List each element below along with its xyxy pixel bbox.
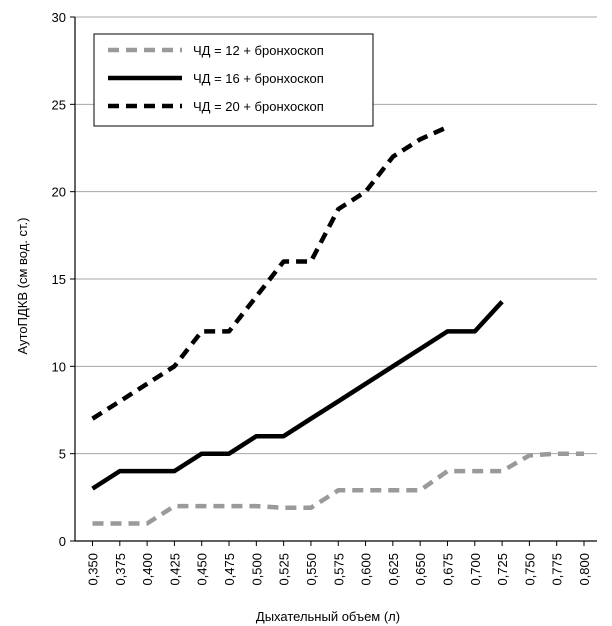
x-tick-label: 0,350 bbox=[86, 553, 101, 586]
legend-label: ЧД = 12 + бронхоскоп bbox=[193, 43, 324, 58]
x-axis-title: Дыхательный объем (л) bbox=[256, 609, 400, 624]
y-tick-label: 0 bbox=[59, 534, 66, 549]
x-tick-label: 0,500 bbox=[249, 553, 264, 586]
axes bbox=[70, 16, 597, 546]
x-tick-label: 0,625 bbox=[386, 553, 401, 586]
y-tick-label: 20 bbox=[52, 185, 66, 200]
x-tick-label: 0,400 bbox=[140, 553, 155, 586]
x-tick-label: 0,700 bbox=[468, 553, 483, 586]
x-tick-label: 0,775 bbox=[550, 553, 565, 586]
x-tick-label: 0,725 bbox=[495, 553, 510, 586]
y-tick-label: 30 bbox=[52, 10, 66, 25]
x-tick-label: 0,525 bbox=[277, 553, 292, 586]
y-tick-labels: 0 5 10 15 20 25 30 bbox=[52, 10, 66, 549]
x-tick-label: 0,375 bbox=[113, 553, 128, 586]
legend-label: ЧД = 16 + бронхоскоп bbox=[193, 71, 324, 86]
x-tick-label: 0,675 bbox=[440, 553, 455, 586]
x-tick-label: 0,425 bbox=[167, 553, 182, 586]
series-line-1 bbox=[92, 451, 584, 526]
x-tick-label: 0,750 bbox=[522, 553, 537, 586]
x-tick-label: 0,600 bbox=[359, 553, 374, 586]
series-lines bbox=[91, 124, 584, 526]
y-tick-label: 5 bbox=[59, 447, 66, 462]
y-tick-label: 10 bbox=[52, 359, 66, 374]
legend-items: ЧД = 12 + бронхоскоп ЧД = 16 + бронхоскоп… bbox=[108, 43, 324, 114]
legend: ЧД = 12 + бронхоскоп ЧД = 16 + бронхоскоп… bbox=[93, 33, 374, 127]
y-tick-label: 25 bbox=[52, 97, 66, 112]
y-tick-label: 15 bbox=[52, 272, 66, 287]
legend-label: ЧД = 20 + бронхоскоп bbox=[193, 99, 324, 114]
series-line-3 bbox=[91, 124, 449, 421]
x-tick-label: 0,575 bbox=[331, 553, 346, 586]
y-axis-title: АутоПДКВ (см вод. ст.) bbox=[15, 218, 30, 355]
x-tick-label: 0,475 bbox=[222, 553, 237, 586]
x-tick-label: 0,450 bbox=[195, 553, 210, 586]
series-line-2 bbox=[91, 300, 504, 491]
x-tick-label: 0,650 bbox=[413, 553, 428, 586]
x-tick-label: 0,550 bbox=[304, 553, 319, 586]
x-tick-labels: 0,350 0,375 0,400 0,425 0,450 0,475 0,500 0,525… bbox=[86, 553, 593, 586]
x-tick-label: 0,800 bbox=[577, 553, 592, 586]
